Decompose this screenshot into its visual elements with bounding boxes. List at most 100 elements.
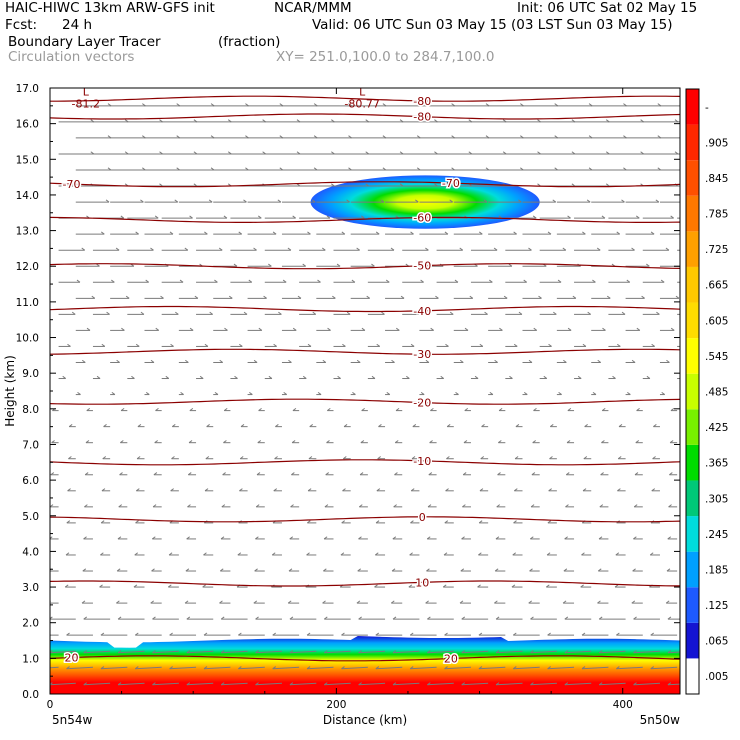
circulation-vector bbox=[350, 231, 380, 235]
circulation-vector bbox=[444, 520, 454, 524]
circulation-vector bbox=[488, 167, 524, 171]
circulation-vector bbox=[513, 520, 523, 524]
circulation-vector bbox=[597, 568, 609, 572]
circulation-vector bbox=[488, 103, 524, 107]
circulation-vector bbox=[288, 568, 300, 572]
circulation-vector bbox=[470, 375, 479, 380]
circulation-vector bbox=[58, 375, 67, 380]
circulation-vector bbox=[642, 343, 655, 347]
circulation-vector bbox=[350, 199, 385, 203]
colorbar-swatch bbox=[686, 302, 699, 339]
circulation-vector bbox=[633, 682, 660, 686]
corner-label-left: 5n54w bbox=[52, 713, 93, 727]
circulation-vector bbox=[222, 472, 231, 476]
circulation-vector bbox=[237, 552, 248, 556]
x-axis-title: Distance (km) bbox=[323, 713, 407, 727]
circulation-vector bbox=[75, 167, 112, 171]
circulation-vector bbox=[340, 552, 351, 556]
circulation-vector bbox=[100, 632, 128, 636]
circulation-vector bbox=[436, 151, 473, 155]
circulation-vector bbox=[264, 311, 282, 315]
circulation-vector bbox=[281, 231, 311, 235]
circulation-vector bbox=[564, 616, 592, 620]
circulation-vector bbox=[367, 311, 385, 315]
circulation-vector bbox=[161, 119, 198, 123]
circulation-vector bbox=[556, 135, 593, 139]
y-tick-label: 10.0 bbox=[16, 333, 39, 345]
tracer-field bbox=[50, 175, 680, 694]
circulation-vector bbox=[539, 311, 557, 315]
circulation-vector bbox=[342, 456, 351, 460]
circulation-vector bbox=[65, 552, 76, 556]
circulation-vector bbox=[402, 311, 420, 315]
circulation-vector bbox=[462, 504, 471, 508]
colorbar: .005 .065 .125 .185 .245 .305 .365 .425 .485 .545… bbox=[685, 88, 728, 695]
circulation-vector bbox=[591, 295, 611, 299]
circulation-vector bbox=[341, 632, 368, 636]
circulation-vector bbox=[614, 584, 626, 588]
circulation-vector bbox=[341, 520, 351, 524]
circulation-vector bbox=[430, 408, 437, 412]
circulation-vector bbox=[608, 343, 621, 347]
circulation-vector bbox=[419, 231, 449, 235]
circulation-vector bbox=[127, 247, 154, 251]
circulation-vector bbox=[625, 103, 662, 107]
circulation-vector bbox=[203, 632, 231, 636]
circulation-vector bbox=[539, 119, 576, 123]
circulation-vector bbox=[316, 167, 352, 171]
circulation-vector bbox=[178, 391, 184, 396]
circulation-vector bbox=[58, 311, 76, 315]
circulation-vector bbox=[470, 343, 484, 347]
circulation-vector bbox=[652, 456, 660, 460]
circulation-vector bbox=[292, 408, 300, 412]
circulation-vector bbox=[168, 552, 179, 556]
x-tick-label: 0 bbox=[47, 699, 54, 711]
circulation-vector bbox=[127, 375, 135, 380]
circulation-vector bbox=[419, 327, 434, 331]
contour-label: -80 bbox=[413, 95, 431, 108]
y-tick-label: 15.0 bbox=[16, 154, 39, 166]
circulation-vector bbox=[75, 391, 81, 396]
circulation-vector bbox=[574, 247, 601, 251]
circulation-vector bbox=[161, 183, 198, 187]
circulation-vector bbox=[281, 327, 297, 331]
circulation-vector bbox=[151, 568, 162, 572]
circulation-vector bbox=[556, 295, 577, 299]
circulation-vector bbox=[92, 343, 106, 347]
circulation-vector bbox=[66, 666, 93, 670]
circulation-vector bbox=[220, 682, 248, 686]
circulation-vector bbox=[453, 327, 469, 331]
circulation-vector bbox=[556, 359, 567, 363]
colorbar-swatch bbox=[686, 409, 699, 445]
circulation-vector bbox=[653, 424, 660, 428]
circulation-vector bbox=[547, 666, 575, 670]
circulation-vector bbox=[546, 584, 557, 588]
circulation-vector bbox=[204, 488, 214, 492]
circulation-vector bbox=[116, 600, 128, 604]
circulation-vector bbox=[470, 119, 507, 123]
circulation-vector bbox=[625, 231, 655, 235]
circulation-vector bbox=[289, 650, 317, 654]
circulation-vector bbox=[375, 632, 403, 636]
circulation-vector bbox=[616, 666, 643, 670]
circulation-vector bbox=[618, 424, 626, 428]
circulation-vector bbox=[426, 536, 437, 540]
circulation-vector bbox=[669, 440, 678, 444]
circulation-vector bbox=[436, 311, 454, 315]
colorbar-label: .065 bbox=[705, 636, 728, 648]
minimum-value: -81.2 bbox=[72, 98, 100, 111]
circulation-vector bbox=[694, 104, 729, 106]
circulation-vector bbox=[291, 440, 300, 444]
circulation-vector bbox=[255, 682, 282, 686]
y-tick-label: 7.0 bbox=[22, 439, 39, 451]
circulation-vector bbox=[505, 151, 541, 155]
circulation-vector bbox=[275, 424, 282, 428]
valid-time: Valid: 06 UTC Sun 03 May 15 (03 LST Sun … bbox=[312, 17, 673, 33]
circulation-vector bbox=[591, 199, 625, 203]
circulation-vector bbox=[539, 343, 552, 347]
circulation-vector bbox=[411, 456, 420, 460]
circulation-vector bbox=[635, 440, 643, 444]
circulation-vector bbox=[135, 520, 145, 524]
circulation-vector bbox=[281, 135, 318, 139]
colorbar-swatch bbox=[686, 231, 699, 267]
